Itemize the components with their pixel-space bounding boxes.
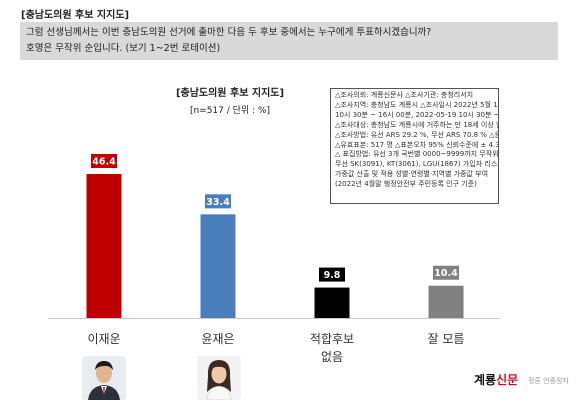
logo-tagline: 정론 언중정자: [528, 377, 569, 385]
section-title: [충남도의원 후보 지지도]: [21, 10, 130, 21]
category-label: 없음: [321, 350, 343, 364]
category-label: 적합후보: [310, 332, 354, 346]
value-label: 10.4: [434, 268, 458, 279]
chart-subtitle: [n=517 / 단위 : %]: [189, 106, 271, 116]
info-line: 가중값 산출 및 적용 성별·연령별·지역별 가중값 부여: [335, 170, 489, 179]
survey-info-box: △조사의뢰: 계룡신문사 △조사기관: 충청리서치 △조사지역: 충청남도 계룡…: [330, 88, 499, 204]
bar-1: [86, 174, 122, 318]
question-text: 그럼 선생님께서는 이번 충남도의원 선거에 출마한 다음 두 후보 중에서는 …: [26, 27, 432, 38]
value-label-bg: [91, 154, 117, 168]
info-line: △조사대상: 충청남도 계룡시에 거주하는 만 18세 이상 남녀: [335, 120, 499, 129]
bar-4: [428, 285, 464, 318]
logo-main: 계룡: [474, 373, 497, 387]
value-label-bg: [433, 265, 459, 280]
info-line: △조사지역: 충청남도 계룡시 △조사일시 2022년 5월 18일: [335, 100, 499, 109]
value-label-bg: [319, 267, 345, 282]
chart-title: [충남도의원 후보 지지도]: [175, 88, 285, 99]
value-label: 33.4: [206, 197, 230, 208]
info-line: △조사방법: 유선 ARS 29.2 %, 무선 ARS 70.8 % △응답률…: [335, 130, 498, 139]
value-label-bg: [205, 194, 231, 209]
newspaper-logo: 계룡신문: [474, 371, 518, 388]
info-line: △유효표본: 517 명 △표본오차 95% 신뢰수준에 ± 4.3 %: [335, 140, 499, 149]
bar-2: [200, 214, 236, 318]
category-label: 잘 모름: [428, 332, 465, 346]
candidate-photo-lee: [82, 356, 126, 400]
info-line: △ 표집방법: 유선 3개 국번별 0000~9999까지 무작위 생성 및 추…: [335, 150, 499, 159]
info-line: 10시 30분 ~ 16시 00분, 2022-05-19 10시 30분 ~ …: [335, 110, 499, 119]
bar-3: [314, 287, 350, 318]
question-note: 호명은 무작위 순입니다. (보기 1~2번 로테이션): [26, 43, 221, 54]
question-box: 그럼 선생님께서는 이번 충남도의원 선거에 출마한 다음 두 후보 중에서는 …: [20, 22, 558, 60]
category-label: 이재운: [87, 332, 120, 346]
logo-accent: 신문: [496, 373, 519, 387]
info-line: △조사의뢰: 계룡신문사 △조사기관: 충청리서치: [335, 91, 474, 99]
info-line: (2022년 4월말 행정안전부 주민등록 인구 기준): [335, 180, 477, 189]
value-label: 46.4: [92, 157, 116, 168]
value-label: 9.8: [324, 270, 341, 281]
info-line: 무선 SK(3091), KT(3061), LGU(1867) 가입자 리스트…: [335, 160, 498, 169]
candidate-photo-yoon: [197, 356, 241, 400]
category-label: 윤재은: [201, 332, 234, 346]
